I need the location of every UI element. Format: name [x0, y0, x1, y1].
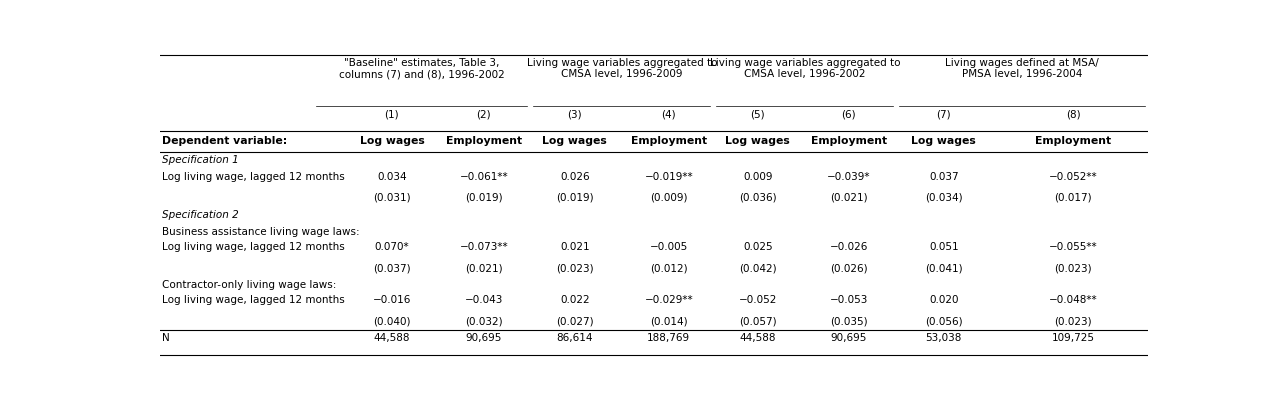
- Text: (0.023): (0.023): [556, 263, 593, 273]
- Text: (3): (3): [568, 109, 582, 119]
- Text: (8): (8): [1065, 109, 1081, 119]
- Text: −0.043: −0.043: [464, 295, 503, 305]
- Text: −0.052**: −0.052**: [1049, 172, 1097, 182]
- Text: Business assistance living wage laws:: Business assistance living wage laws:: [162, 227, 360, 237]
- Text: 90,695: 90,695: [466, 333, 501, 343]
- Text: 0.070*: 0.070*: [375, 242, 410, 252]
- Text: Log living wage, lagged 12 months: Log living wage, lagged 12 months: [162, 172, 346, 182]
- Text: Log wages: Log wages: [911, 136, 976, 145]
- Text: (4): (4): [661, 109, 676, 119]
- Text: (0.032): (0.032): [464, 316, 503, 326]
- Text: (0.014): (0.014): [649, 316, 688, 326]
- Text: 53,038: 53,038: [925, 333, 962, 343]
- Text: −0.052: −0.052: [739, 295, 777, 305]
- Text: (6): (6): [841, 109, 856, 119]
- Text: 86,614: 86,614: [556, 333, 593, 343]
- Text: (1): (1): [384, 109, 399, 119]
- Text: (0.031): (0.031): [373, 193, 411, 203]
- Text: −0.026: −0.026: [829, 242, 868, 252]
- Text: Log wages: Log wages: [542, 136, 607, 145]
- Text: Employment: Employment: [1035, 136, 1111, 145]
- Text: (0.027): (0.027): [556, 316, 593, 326]
- Text: 0.025: 0.025: [743, 242, 772, 252]
- Text: Specification 2: Specification 2: [162, 210, 239, 220]
- Text: Log living wage, lagged 12 months: Log living wage, lagged 12 months: [162, 295, 346, 305]
- Text: (0.017): (0.017): [1054, 193, 1092, 203]
- Text: (0.026): (0.026): [829, 263, 868, 273]
- Text: (0.034): (0.034): [925, 193, 962, 203]
- Text: (0.057): (0.057): [739, 316, 777, 326]
- Text: 0.034: 0.034: [378, 172, 407, 182]
- Text: Dependent variable:: Dependent variable:: [162, 136, 287, 145]
- Text: (0.035): (0.035): [829, 316, 868, 326]
- Text: Log living wage, lagged 12 months: Log living wage, lagged 12 months: [162, 242, 346, 252]
- Text: Living wage variables aggregated to
CMSA level, 1996-2009: Living wage variables aggregated to CMSA…: [527, 58, 717, 80]
- Text: 0.020: 0.020: [929, 295, 958, 305]
- Text: (0.041): (0.041): [925, 263, 962, 273]
- Text: 0.022: 0.022: [560, 295, 590, 305]
- Text: Log wages: Log wages: [360, 136, 424, 145]
- Text: (0.019): (0.019): [464, 193, 503, 203]
- Text: Log wages: Log wages: [726, 136, 790, 145]
- Text: 109,725: 109,725: [1051, 333, 1095, 343]
- Text: 90,695: 90,695: [831, 333, 866, 343]
- Text: (0.056): (0.056): [925, 316, 962, 326]
- Text: −0.016: −0.016: [373, 295, 411, 305]
- Text: 44,588: 44,588: [740, 333, 776, 343]
- Text: (0.021): (0.021): [829, 193, 868, 203]
- Text: Employment: Employment: [810, 136, 887, 145]
- Text: 0.051: 0.051: [929, 242, 958, 252]
- Text: −0.005: −0.005: [649, 242, 688, 252]
- Text: (0.042): (0.042): [739, 263, 777, 273]
- Text: Employment: Employment: [445, 136, 522, 145]
- Text: −0.061**: −0.061**: [459, 172, 508, 182]
- Text: "Baseline" estimates, Table 3,
columns (7) and (8), 1996-2002: "Baseline" estimates, Table 3, columns (…: [338, 58, 504, 80]
- Text: −0.053: −0.053: [829, 295, 868, 305]
- Text: (2): (2): [476, 109, 491, 119]
- Text: N: N: [162, 333, 170, 343]
- Text: (7): (7): [937, 109, 951, 119]
- Text: −0.029**: −0.029**: [644, 295, 693, 305]
- Text: Living wage variables aggregated to
CMSA level, 1996-2002: Living wage variables aggregated to CMSA…: [709, 58, 900, 80]
- Text: (0.012): (0.012): [649, 263, 688, 273]
- Text: −0.073**: −0.073**: [459, 242, 508, 252]
- Text: 188,769: 188,769: [647, 333, 690, 343]
- Text: Employment: Employment: [630, 136, 707, 145]
- Text: 0.009: 0.009: [743, 172, 772, 182]
- Text: (0.023): (0.023): [1054, 316, 1092, 326]
- Text: (0.040): (0.040): [373, 316, 411, 326]
- Text: (0.037): (0.037): [373, 263, 411, 273]
- Text: Specification 1: Specification 1: [162, 155, 239, 164]
- Text: Living wages defined at MSA/
PMSA level, 1996-2004: Living wages defined at MSA/ PMSA level,…: [946, 58, 1099, 80]
- Text: Contractor-only living wage laws:: Contractor-only living wage laws:: [162, 280, 337, 290]
- Text: (0.036): (0.036): [739, 193, 777, 203]
- Text: (0.021): (0.021): [464, 263, 503, 273]
- Text: −0.055**: −0.055**: [1049, 242, 1097, 252]
- Text: (0.023): (0.023): [1054, 263, 1092, 273]
- Text: −0.048**: −0.048**: [1049, 295, 1097, 305]
- Text: 0.026: 0.026: [560, 172, 590, 182]
- Text: −0.019**: −0.019**: [644, 172, 693, 182]
- Text: (0.019): (0.019): [556, 193, 593, 203]
- Text: 0.021: 0.021: [560, 242, 590, 252]
- Text: (0.009): (0.009): [649, 193, 688, 203]
- Text: −0.039*: −0.039*: [827, 172, 870, 182]
- Text: 0.037: 0.037: [929, 172, 958, 182]
- Text: 44,588: 44,588: [374, 333, 410, 343]
- Text: (5): (5): [750, 109, 766, 119]
